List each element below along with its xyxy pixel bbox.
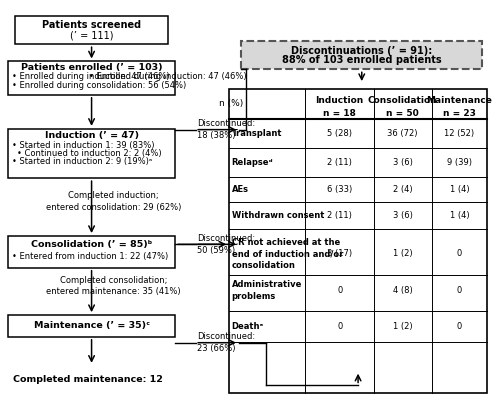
Text: 4 (8): 4 (8) — [392, 286, 412, 295]
Text: n = 18: n = 18 — [323, 109, 356, 118]
Text: Discontinued:
18 (38%): Discontinued: 18 (38%) — [197, 119, 256, 140]
Text: 36 (72): 36 (72) — [388, 129, 418, 138]
Text: 1 (2): 1 (2) — [392, 249, 412, 258]
Text: • Enrolled during induction: 47 (46%): • Enrolled during induction: 47 (46%) — [12, 72, 170, 81]
Text: CR not achieved at the
end of induction and/or
consolidation: CR not achieved at the end of induction … — [232, 238, 343, 270]
Text: 0: 0 — [457, 322, 462, 331]
Text: 6 (33): 6 (33) — [327, 185, 352, 194]
Text: Administrative
problems: Administrative problems — [232, 280, 302, 301]
Text: Maintenance (’ = 35)ᶜ: Maintenance (’ = 35)ᶜ — [34, 321, 150, 331]
Text: AEs: AEs — [232, 185, 248, 194]
Text: 3 (6): 3 (6) — [392, 158, 412, 167]
Text: 1 (2): 1 (2) — [392, 322, 412, 331]
Text: Completed consolidation;
entered maintenance: 35 (41%): Completed consolidation; entered mainten… — [46, 276, 181, 297]
Text: n = 23: n = 23 — [443, 109, 476, 118]
Text: 5 (28): 5 (28) — [327, 129, 352, 138]
Text: n (%): n (%) — [220, 99, 244, 108]
Text: Completed induction;
entered consolidation: 29 (62%): Completed induction; entered consolidati… — [46, 192, 182, 212]
Text: 2 (11): 2 (11) — [327, 211, 352, 220]
Text: Induction (’ = 47): Induction (’ = 47) — [44, 131, 138, 139]
Text: Completed maintenance: 12: Completed maintenance: 12 — [13, 375, 163, 384]
FancyBboxPatch shape — [8, 129, 175, 178]
Text: • Started in induction 1: 39 (83%): • Started in induction 1: 39 (83%) — [12, 141, 154, 150]
Text: 9 (39): 9 (39) — [447, 158, 472, 167]
Text: • Entered from induction 1: 22 (47%): • Entered from induction 1: 22 (47%) — [12, 252, 168, 260]
Text: • Enrolled during consolidation: 56 (54%): • Enrolled during consolidation: 56 (54%… — [12, 81, 186, 90]
Text: Relapseᵈ: Relapseᵈ — [232, 158, 273, 167]
Text: (’ = 111): (’ = 111) — [70, 30, 114, 40]
Text: 0: 0 — [337, 322, 342, 331]
Text: 0: 0 — [337, 286, 342, 295]
FancyBboxPatch shape — [8, 61, 175, 95]
Text: 1 (4): 1 (4) — [450, 211, 469, 220]
Text: 3 (17): 3 (17) — [327, 249, 352, 258]
Text: Transplant: Transplant — [232, 129, 282, 138]
Text: Consolidation: Consolidation — [368, 96, 438, 105]
Text: 2 (11): 2 (11) — [327, 158, 352, 167]
Text: 12 (52): 12 (52) — [444, 129, 474, 138]
FancyBboxPatch shape — [8, 315, 175, 337]
Text: Withdrawn consent: Withdrawn consent — [232, 211, 324, 220]
FancyBboxPatch shape — [16, 16, 168, 44]
Text: Discontinuations (’ = 91):: Discontinuations (’ = 91): — [291, 46, 432, 56]
Text: n = 50: n = 50 — [386, 109, 419, 118]
Text: Consolidation (’ = 85)ᵇ: Consolidation (’ = 85)ᵇ — [31, 240, 152, 249]
Text: 88% of 103 enrolled patients: 88% of 103 enrolled patients — [282, 55, 442, 65]
Text: Deathᵉ: Deathᵉ — [232, 322, 264, 331]
Text: Patients enrolled (’ = 103): Patients enrolled (’ = 103) — [21, 63, 163, 72]
FancyBboxPatch shape — [242, 41, 482, 69]
Text: Discontinued:
50 (59%): Discontinued: 50 (59%) — [197, 234, 256, 255]
Text: Maintenance: Maintenance — [426, 96, 492, 105]
Text: • Enrolled during induction: 47 (46%): • Enrolled during induction: 47 (46%) — [89, 72, 246, 81]
Text: 0: 0 — [457, 286, 462, 295]
Text: 2 (4): 2 (4) — [392, 185, 412, 194]
FancyBboxPatch shape — [8, 236, 175, 268]
Text: 3 (6): 3 (6) — [392, 211, 412, 220]
Text: • Started in induction 2: 9 (19%)ᵃ: • Started in induction 2: 9 (19%)ᵃ — [12, 158, 152, 166]
Text: • Continued to induction 2: 2 (4%): • Continued to induction 2: 2 (4%) — [17, 149, 162, 158]
Text: 0: 0 — [457, 249, 462, 258]
FancyBboxPatch shape — [229, 89, 487, 393]
Text: Discontinued:
23 (66%): Discontinued: 23 (66%) — [197, 333, 256, 353]
Text: Induction: Induction — [316, 96, 364, 105]
Text: Patients screened: Patients screened — [42, 20, 141, 30]
Text: 1 (4): 1 (4) — [450, 185, 469, 194]
